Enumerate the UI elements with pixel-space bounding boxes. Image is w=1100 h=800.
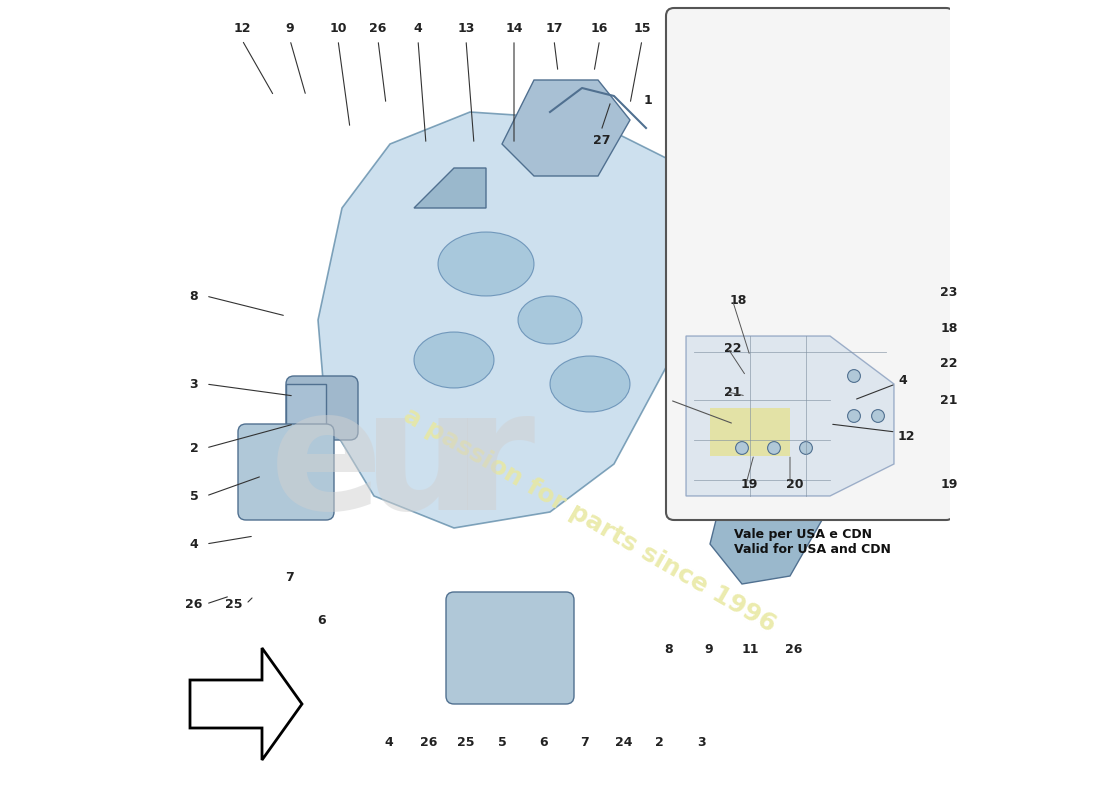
FancyBboxPatch shape xyxy=(238,424,334,520)
Circle shape xyxy=(848,410,860,422)
Text: 21: 21 xyxy=(725,386,741,398)
Text: 26: 26 xyxy=(420,736,437,749)
FancyBboxPatch shape xyxy=(286,376,358,440)
Text: 4: 4 xyxy=(189,538,198,550)
Circle shape xyxy=(800,442,813,454)
Text: 2: 2 xyxy=(189,442,198,454)
Text: 22: 22 xyxy=(725,342,741,354)
Ellipse shape xyxy=(550,356,630,412)
Polygon shape xyxy=(286,384,326,448)
Text: 9: 9 xyxy=(704,643,713,656)
Polygon shape xyxy=(190,648,302,760)
Ellipse shape xyxy=(438,232,534,296)
Circle shape xyxy=(768,442,780,454)
FancyBboxPatch shape xyxy=(446,592,574,704)
Text: 8: 8 xyxy=(189,290,198,302)
Text: 26: 26 xyxy=(785,643,803,656)
Text: a passion for parts since 1996: a passion for parts since 1996 xyxy=(399,403,781,637)
Text: e: e xyxy=(270,382,383,546)
Text: 20: 20 xyxy=(786,478,803,490)
Text: 19: 19 xyxy=(740,478,758,490)
Text: 4: 4 xyxy=(898,374,906,386)
Text: u: u xyxy=(363,382,482,546)
Text: 8: 8 xyxy=(664,643,673,656)
Text: 2: 2 xyxy=(656,736,664,749)
Text: 16: 16 xyxy=(591,22,608,34)
Polygon shape xyxy=(710,440,822,584)
Text: 6: 6 xyxy=(539,736,548,749)
Text: 9: 9 xyxy=(286,22,295,34)
Text: 4: 4 xyxy=(414,22,422,34)
Polygon shape xyxy=(318,112,694,528)
Text: r: r xyxy=(453,382,535,546)
Text: 7: 7 xyxy=(580,736,588,749)
FancyBboxPatch shape xyxy=(710,408,790,456)
Text: 6: 6 xyxy=(318,614,327,626)
Text: 22: 22 xyxy=(940,358,958,370)
Ellipse shape xyxy=(414,332,494,388)
Text: 11: 11 xyxy=(741,643,759,656)
Text: 3: 3 xyxy=(697,736,706,749)
Text: 4: 4 xyxy=(384,736,393,749)
Text: 19: 19 xyxy=(940,478,958,490)
Circle shape xyxy=(871,410,884,422)
Text: Vale per USA e CDN
Valid for USA and CDN: Vale per USA e CDN Valid for USA and CDN xyxy=(734,528,891,556)
Text: 15: 15 xyxy=(634,22,651,34)
Text: 24: 24 xyxy=(615,736,632,749)
Text: 5: 5 xyxy=(497,736,506,749)
Text: 25: 25 xyxy=(226,598,243,610)
FancyBboxPatch shape xyxy=(666,8,954,520)
Text: 21: 21 xyxy=(940,394,958,406)
Text: 18: 18 xyxy=(730,294,747,306)
Text: 18: 18 xyxy=(940,322,958,334)
Ellipse shape xyxy=(518,296,582,344)
Text: 12: 12 xyxy=(898,430,915,442)
Text: 26: 26 xyxy=(185,598,202,610)
Polygon shape xyxy=(414,168,486,208)
Circle shape xyxy=(848,370,860,382)
Text: 3: 3 xyxy=(189,378,198,390)
Text: 25: 25 xyxy=(458,736,475,749)
Text: 10: 10 xyxy=(329,22,346,34)
Text: 26: 26 xyxy=(370,22,387,34)
Text: 12: 12 xyxy=(233,22,251,34)
Polygon shape xyxy=(502,80,630,176)
Text: 5: 5 xyxy=(189,490,198,502)
Text: 1: 1 xyxy=(644,94,652,106)
Text: 17: 17 xyxy=(546,22,563,34)
Text: 13: 13 xyxy=(458,22,475,34)
Circle shape xyxy=(736,442,748,454)
Text: 14: 14 xyxy=(505,22,522,34)
Text: 7: 7 xyxy=(286,571,295,584)
Text: 27: 27 xyxy=(593,134,611,146)
Text: 23: 23 xyxy=(940,286,958,298)
Polygon shape xyxy=(686,336,894,496)
